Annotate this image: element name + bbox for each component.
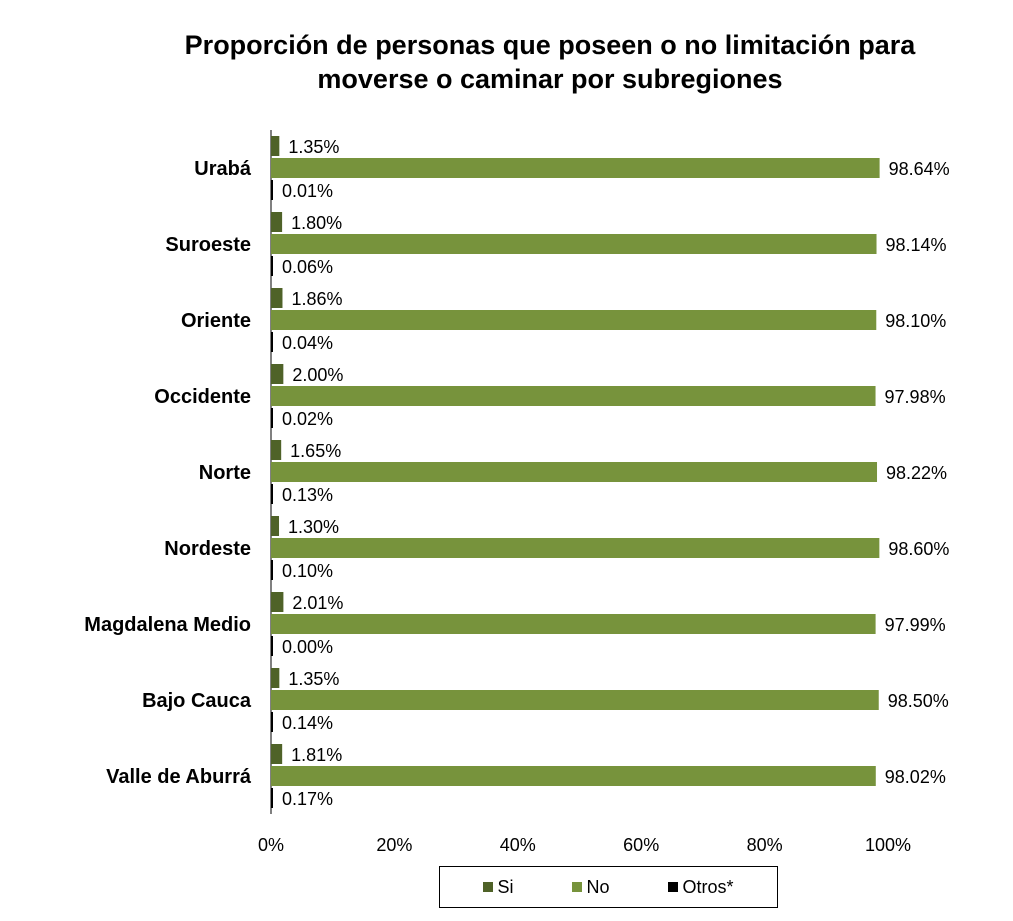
category-label-suroeste: Suroeste	[165, 234, 251, 256]
x-tick-label-1: 20%	[376, 835, 412, 855]
bar-no-magdalena-medio	[271, 614, 876, 634]
bar-no-nordeste	[271, 538, 880, 558]
data-label-otros-nordeste: 0.10%	[282, 561, 333, 581]
legend-label-otros: Otros*	[682, 876, 734, 897]
data-label-otros-valle-de-aburra: 0.17%	[282, 789, 333, 809]
data-label-no-oriente: 98.10%	[885, 311, 946, 331]
bar-otros-norte	[271, 484, 273, 504]
data-label-otros-norte: 0.13%	[282, 485, 333, 505]
legend-label-no: No	[586, 876, 610, 897]
bar-si-occidente	[271, 364, 284, 384]
bar-otros-suroeste	[271, 256, 273, 276]
bar-si-valle-de-aburra	[271, 744, 283, 764]
category-label-magdalena-medio: Magdalena Medio	[84, 614, 251, 636]
data-label-no-uraba: 98.64%	[889, 159, 950, 179]
bar-otros-uraba	[271, 180, 273, 200]
bar-otros-occidente	[271, 408, 273, 428]
data-label-otros-oriente: 0.04%	[282, 333, 333, 353]
bar-otros-nordeste	[271, 560, 273, 580]
chart-legend: Si No Otros*	[439, 866, 778, 908]
bar-si-suroeste	[271, 212, 283, 232]
data-label-otros-magdalena-medio: 0.00%	[282, 637, 333, 657]
bar-otros-bajo-cauca	[271, 712, 273, 732]
x-tick-label-2: 40%	[500, 835, 536, 855]
data-label-otros-occidente: 0.02%	[282, 409, 333, 429]
data-label-otros-uraba: 0.01%	[282, 181, 333, 201]
legend-swatch-otros	[668, 882, 679, 892]
data-label-no-occidente: 97.98%	[885, 387, 946, 407]
bar-no-occidente	[271, 386, 876, 406]
legend-swatch-si	[483, 882, 494, 892]
x-tick-label-5: 100%	[865, 835, 911, 855]
category-label-oriente: Oriente	[181, 310, 251, 332]
data-label-no-magdalena-medio: 97.99%	[885, 615, 946, 635]
data-label-si-nordeste: 1.30%	[288, 517, 339, 537]
data-label-si-valle-de-aburra: 1.81%	[291, 745, 342, 765]
data-label-otros-bajo-cauca: 0.14%	[282, 713, 333, 733]
bar-otros-valle-de-aburra	[271, 788, 273, 808]
bar-no-norte	[271, 462, 878, 482]
chart-title-line-1: Proporción de personas que poseen o no l…	[184, 30, 916, 60]
x-tick-label-3: 60%	[623, 835, 659, 855]
chart-title-line-2: moverse o caminar por subregiones	[317, 64, 783, 94]
x-tick-label-0: 0%	[258, 835, 284, 855]
legend-label-si: Si	[497, 876, 514, 897]
legend-item-otros: Otros*	[668, 876, 734, 898]
legend-item-no: No	[572, 876, 610, 898]
bar-otros-oriente	[271, 332, 273, 352]
bar-si-norte	[271, 440, 282, 460]
bar-no-suroeste	[271, 234, 877, 254]
chart-title: Proporción de personas que poseen o no l…	[100, 28, 1000, 96]
category-label-occidente: Occidente	[154, 386, 251, 408]
x-tick-label-4: 80%	[747, 835, 783, 855]
bar-no-bajo-cauca	[271, 690, 879, 710]
bar-si-oriente	[271, 288, 283, 308]
data-label-si-occidente: 2.00%	[292, 365, 343, 385]
data-label-si-norte: 1.65%	[290, 441, 341, 461]
data-label-no-valle-de-aburra: 98.02%	[885, 767, 946, 787]
data-label-no-norte: 98.22%	[886, 463, 947, 483]
data-label-no-suroeste: 98.14%	[886, 235, 947, 255]
legend-swatch-no	[572, 882, 583, 892]
bar-no-oriente	[271, 310, 877, 330]
category-label-bajo-cauca: Bajo Cauca	[142, 690, 252, 712]
bar-si-bajo-cauca	[271, 668, 280, 688]
data-label-si-uraba: 1.35%	[288, 137, 339, 157]
data-label-no-bajo-cauca: 98.50%	[888, 691, 949, 711]
category-label-nordeste: Nordeste	[164, 538, 251, 560]
legend-item-si: Si	[483, 876, 514, 898]
bar-no-uraba	[271, 158, 880, 178]
bar-si-uraba	[271, 136, 280, 156]
category-label-norte: Norte	[199, 462, 251, 484]
data-label-otros-suroeste: 0.06%	[282, 257, 333, 277]
bar-si-magdalena-medio	[271, 592, 284, 612]
bar-otros-magdalena-medio	[271, 636, 273, 656]
data-label-si-magdalena-medio: 2.01%	[292, 593, 343, 613]
category-label-uraba: Urabá	[194, 158, 252, 180]
data-label-no-nordeste: 98.60%	[888, 539, 949, 559]
bar-no-valle-de-aburra	[271, 766, 876, 786]
category-label-valle-de-aburra: Valle de Aburrá	[106, 766, 252, 788]
data-label-si-bajo-cauca: 1.35%	[288, 669, 339, 689]
bar-si-nordeste	[271, 516, 280, 536]
data-label-si-suroeste: 1.80%	[291, 213, 342, 233]
data-label-si-oriente: 1.86%	[291, 289, 342, 309]
